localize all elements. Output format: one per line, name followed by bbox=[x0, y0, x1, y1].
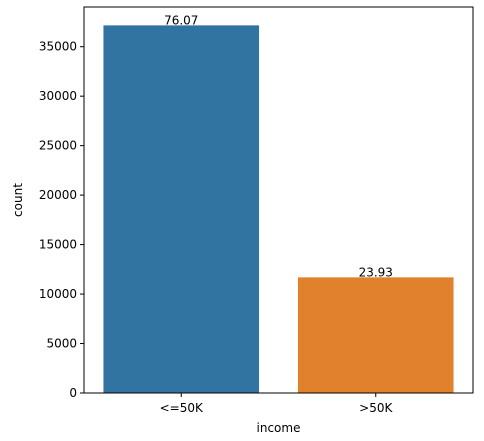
y-tick-label-5: 25000 bbox=[39, 139, 77, 153]
y-tick-label-2: 10000 bbox=[39, 287, 77, 301]
bar-0 bbox=[103, 25, 260, 394]
y-tick-label-0: 0 bbox=[69, 386, 77, 400]
data-label-1: 23.93 bbox=[359, 265, 393, 279]
bars-group bbox=[103, 25, 454, 394]
y-tick-label-7: 35000 bbox=[39, 40, 77, 54]
y-axis-label: count bbox=[11, 183, 25, 217]
plot-frame bbox=[83, 6, 474, 394]
y-tick-label-1: 5000 bbox=[46, 337, 77, 351]
y-axis: 0 5000 10000 15000 20000 25000 30000 35000 bbox=[39, 40, 84, 400]
data-labels-group: 76.07 23.93 bbox=[164, 13, 393, 279]
x-tick-label-0: <=50K bbox=[160, 401, 204, 415]
y-tick-label-3: 15000 bbox=[39, 238, 77, 252]
data-label-0: 76.07 bbox=[164, 13, 198, 27]
y-tick-label-6: 30000 bbox=[39, 89, 77, 103]
x-tick-label-1: >50K bbox=[359, 401, 393, 415]
x-axis-label: income bbox=[257, 421, 301, 435]
bar-1 bbox=[297, 277, 454, 393]
y-tick-label-4: 20000 bbox=[39, 188, 77, 202]
x-axis: <=50K >50K bbox=[160, 393, 393, 415]
